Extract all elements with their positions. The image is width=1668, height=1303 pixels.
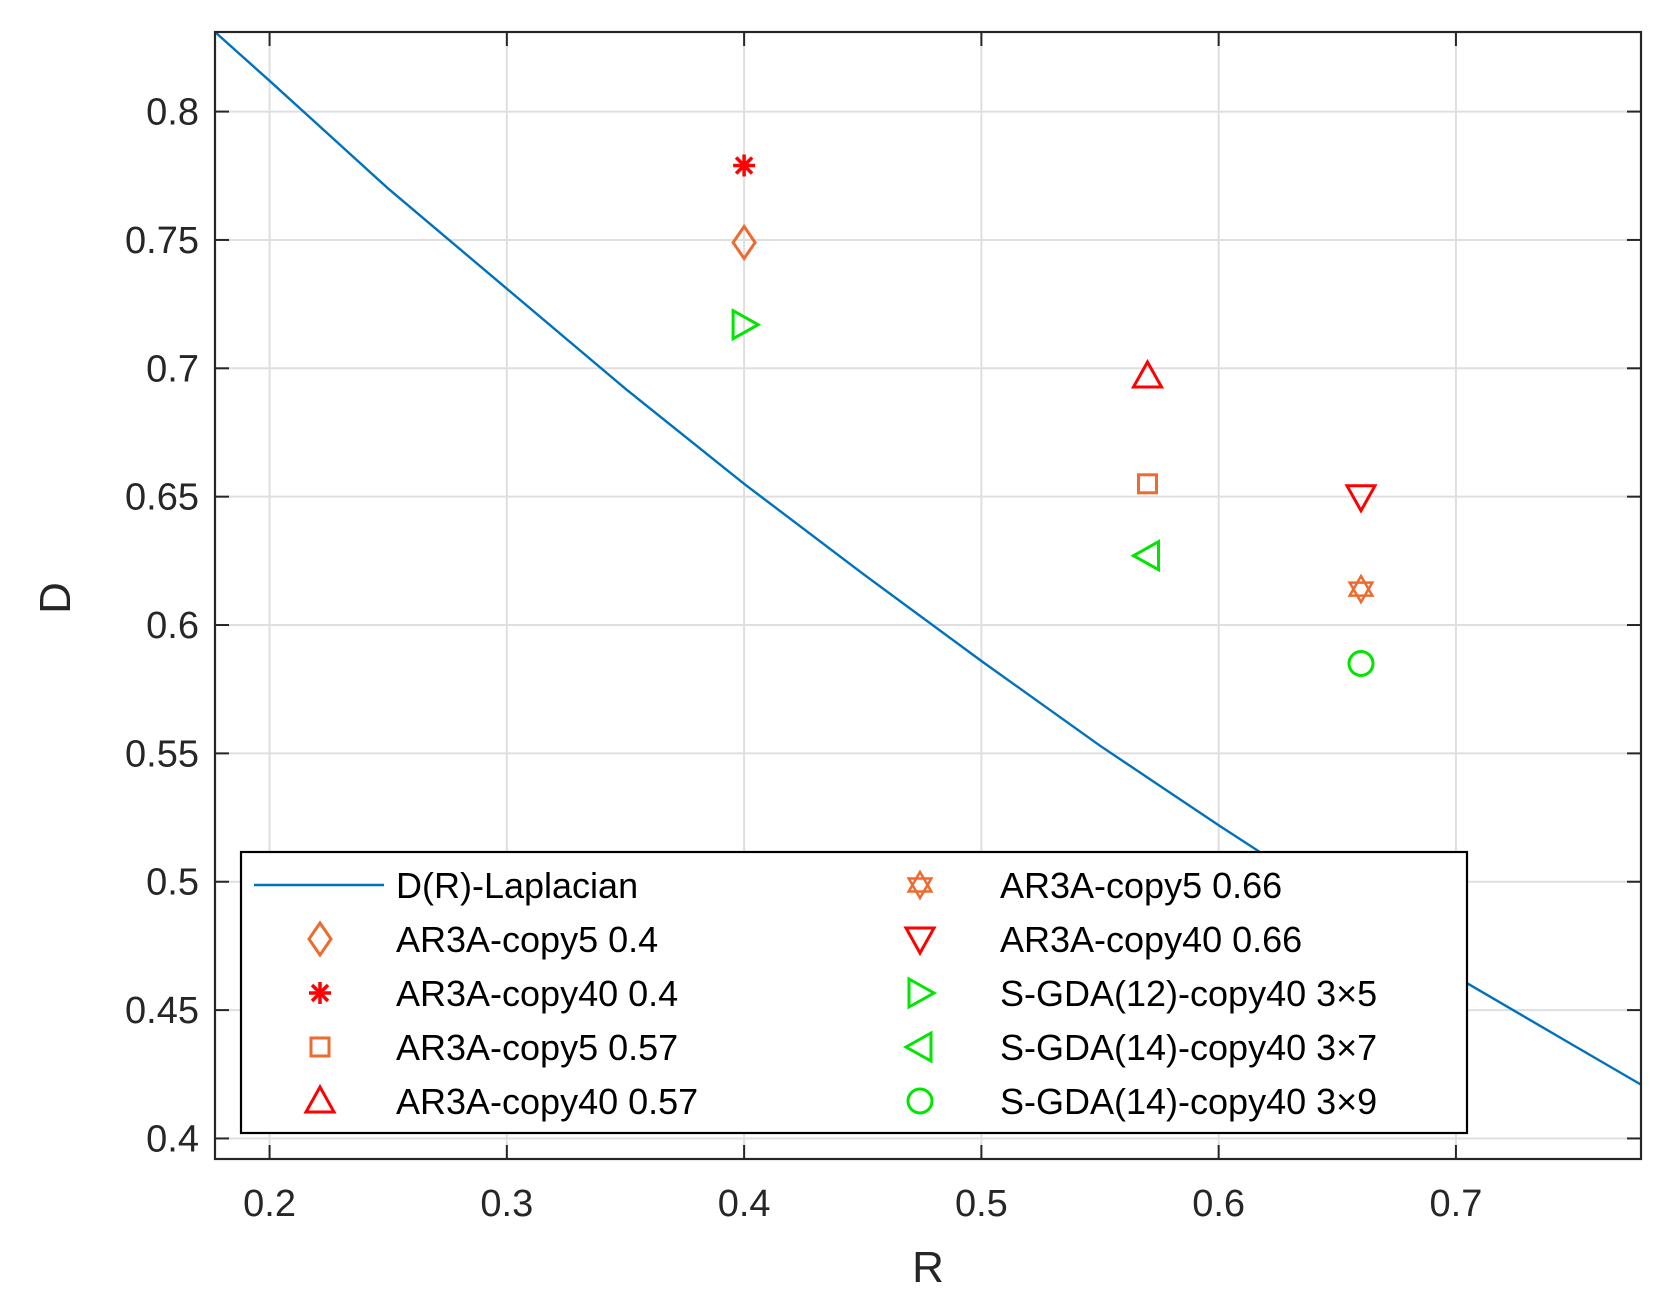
- plot-frame: [213, 30, 1643, 1161]
- y-tick-labels: 0.4 0.45 0.5 0.55 0.6 0.65 0.7 0.75 0.8: [125, 92, 199, 1161]
- y-axis-title: D: [31, 582, 80, 614]
- y-tick-label: 0.8: [146, 92, 199, 134]
- legend-marker-triangle-left: [902, 1030, 933, 1064]
- x-tick-label: 0.5: [955, 1183, 1008, 1225]
- data-point-hexagram: [1347, 573, 1375, 605]
- legend-label: S-GDA(14)-copy40 3×9: [1000, 1081, 1377, 1122]
- legend-label: D(R)-Laplacian: [396, 865, 638, 906]
- legend-label: AR3A-copy5 0.66: [1000, 865, 1282, 906]
- legend-label: AR3A-copy40 0.4: [396, 973, 678, 1014]
- marker-layer: [731, 154, 1378, 677]
- y-tick-label: 0.65: [125, 477, 199, 519]
- y-tick-label: 0.45: [125, 990, 199, 1032]
- legend-label: S-GDA(14)-copy40 3×7: [1000, 1027, 1377, 1068]
- x-tick-label: 0.4: [718, 1183, 771, 1225]
- legend-marker-hexagram: [906, 869, 934, 901]
- data-point-square: [1137, 473, 1158, 495]
- x-axis-title: R: [912, 1243, 944, 1292]
- data-point-diamond: [731, 223, 757, 262]
- legend-marker-diamond: [307, 920, 333, 958]
- data-point-triangle-left: [1130, 539, 1160, 573]
- legend-marker-triangle-down: [903, 926, 937, 957]
- legend-box: [239, 850, 1469, 1135]
- data-point-asterisk: [733, 154, 756, 177]
- data-point-triangle-up: [1130, 358, 1165, 389]
- x-tick-label: 0.3: [480, 1183, 533, 1225]
- x-tick-label: 0.2: [243, 1183, 296, 1225]
- legend: D(R)-Laplacian AR3A-copy5 0.4 AR3A-copy40 …: [239, 850, 1469, 1135]
- legend-marker-triangle-right: [907, 976, 938, 1010]
- data-point-triangle-down: [1344, 484, 1378, 514]
- x-tick-label: 0.7: [1430, 1183, 1483, 1225]
- legend-label: AR3A-copy40 0.66: [1000, 919, 1302, 960]
- legend-label: AR3A-copy40 0.57: [396, 1081, 698, 1122]
- legend-label: AR3A-copy5 0.57: [396, 1027, 678, 1068]
- legend-marker-square: [309, 1036, 331, 1058]
- y-tick-label: 0.75: [125, 220, 199, 262]
- legend-label: AR3A-copy5 0.4: [396, 919, 658, 960]
- data-point-triangle-right: [731, 308, 762, 342]
- x-tick-labels: 0.2 0.3 0.4 0.5 0.6 0.7: [243, 1183, 1482, 1225]
- legend-label: S-GDA(12)-copy40 3×5: [1000, 973, 1377, 1014]
- y-tick-label: 0.5: [146, 862, 199, 904]
- legend-marker-circle: [906, 1087, 934, 1115]
- axis-ticks: [215, 32, 1641, 1159]
- legend-marker-asterisk: [309, 982, 331, 1004]
- data-point-circle: [1347, 650, 1375, 677]
- y-tick-label: 0.7: [146, 348, 199, 390]
- y-tick-label: 0.4: [146, 1118, 199, 1160]
- y-tick-label: 0.6: [146, 605, 199, 647]
- y-tick-label: 0.55: [125, 733, 199, 775]
- x-tick-label: 0.6: [1192, 1183, 1245, 1225]
- legend-marker-triangle-up: [303, 1083, 337, 1114]
